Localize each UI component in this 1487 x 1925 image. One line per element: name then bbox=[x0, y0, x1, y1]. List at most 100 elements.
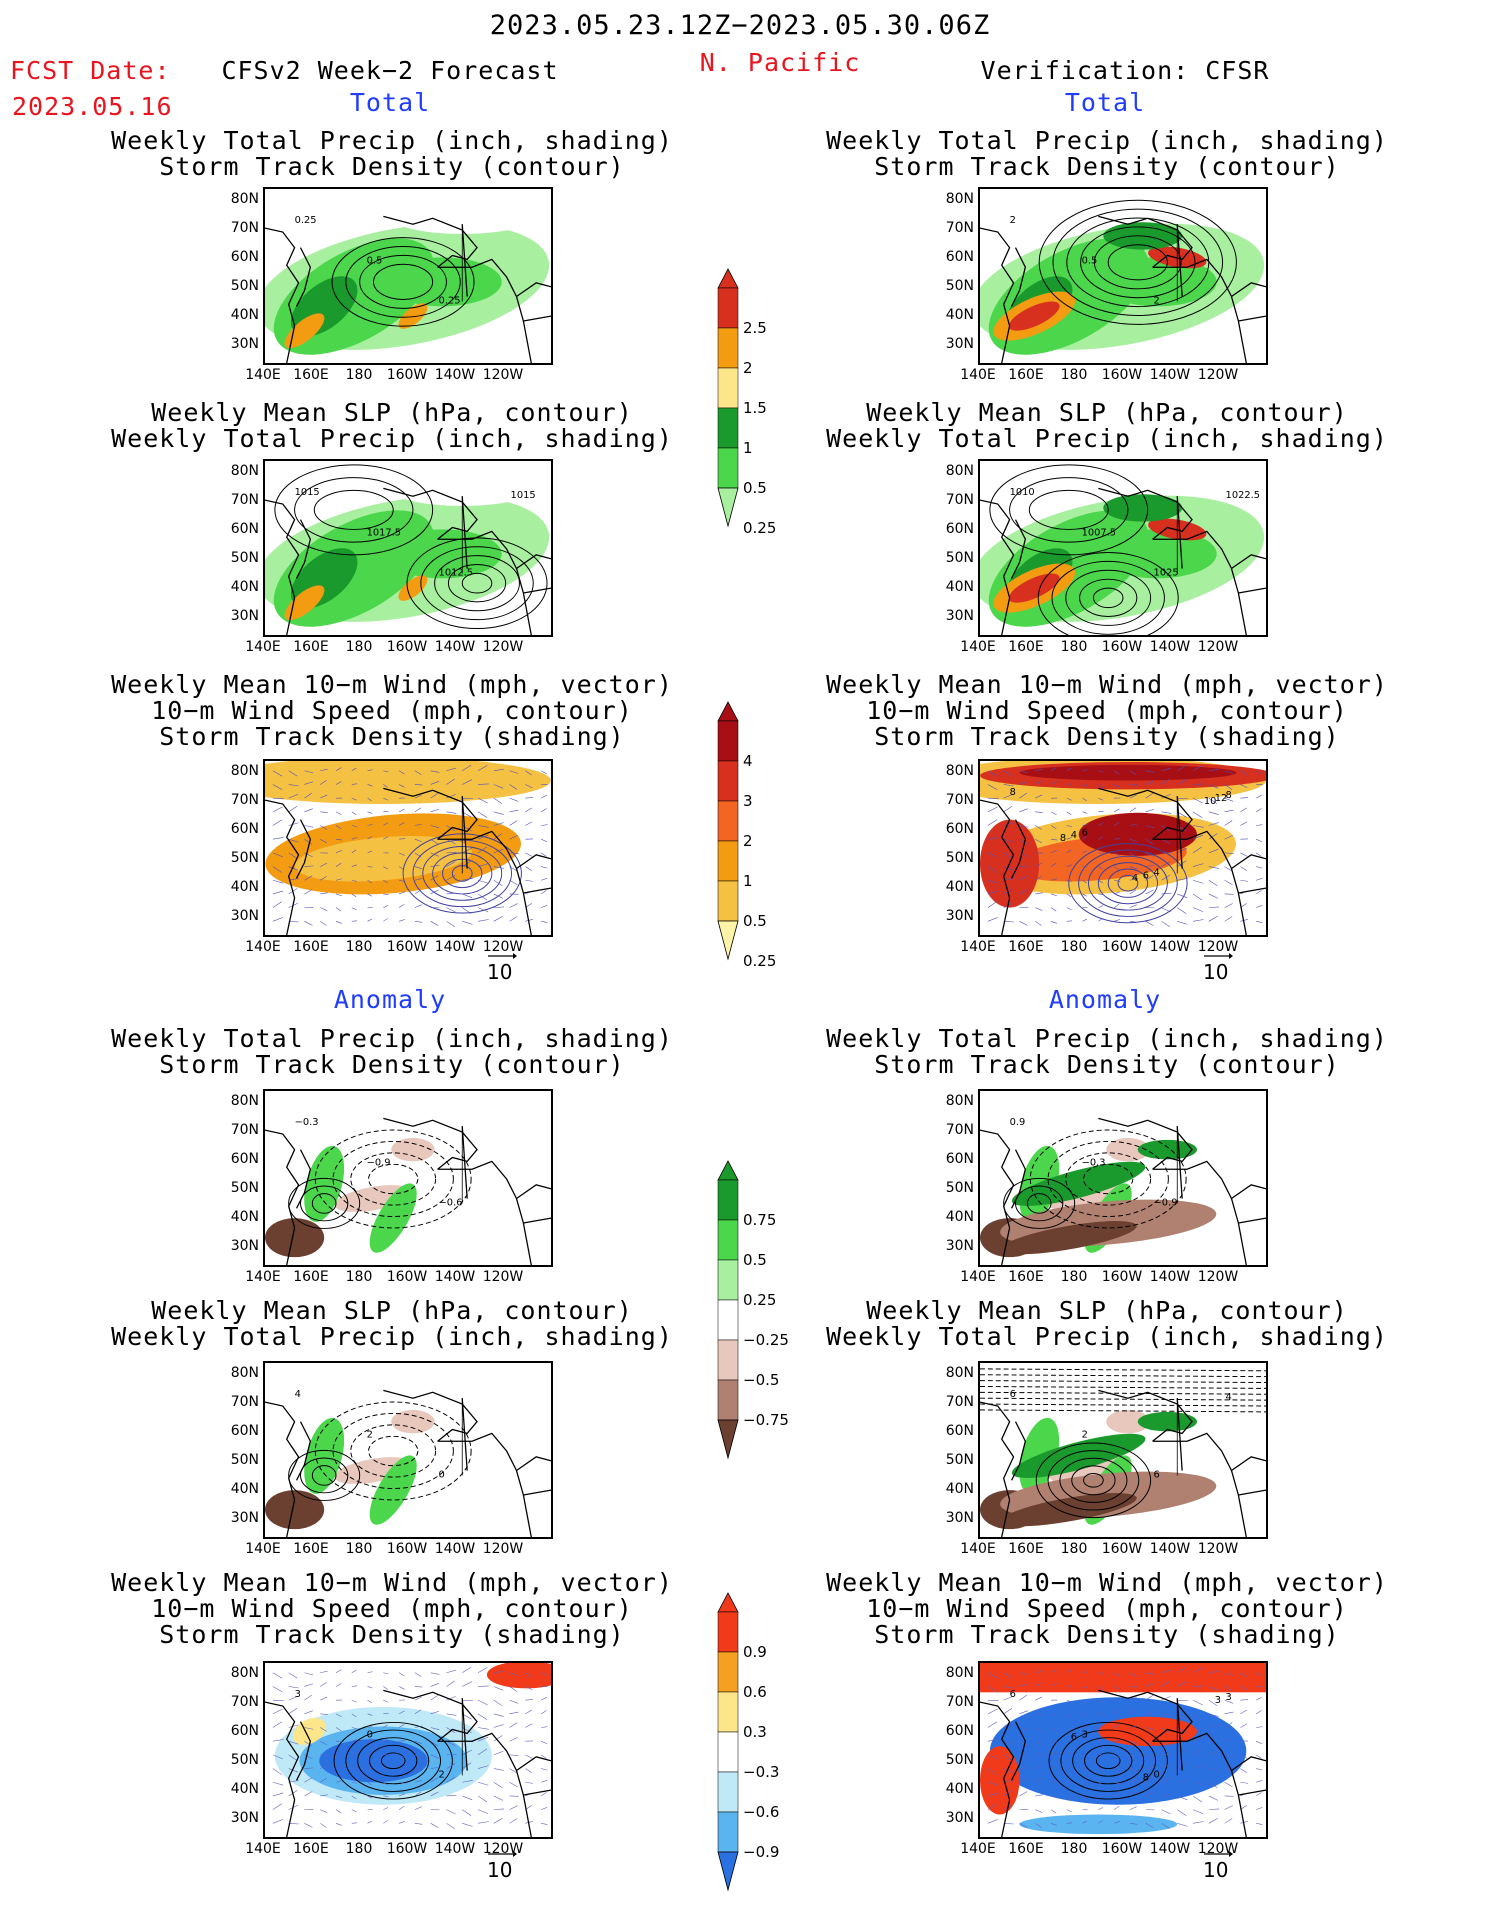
panel-title: 10−m Wind Speed (mph, contour) bbox=[866, 1594, 1348, 1623]
wind-vector bbox=[288, 770, 298, 777]
contour-line bbox=[1097, 862, 1159, 905]
contour-line bbox=[980, 1374, 1266, 1378]
lon-tick-label: 160W bbox=[1101, 1841, 1143, 1857]
wind-vector bbox=[987, 1781, 999, 1786]
contour-line bbox=[1038, 199, 1237, 325]
lon-tick-label: 140W bbox=[1149, 939, 1191, 955]
lon-tick-label: 160E bbox=[293, 1541, 329, 1557]
coastline bbox=[383, 215, 478, 268]
wind-vector bbox=[477, 893, 488, 901]
coastline bbox=[295, 247, 312, 307]
wind-vector bbox=[1035, 811, 1043, 813]
wind-vector bbox=[1224, 903, 1233, 908]
lon-tick-label: 120W bbox=[482, 639, 524, 655]
wind-vector bbox=[1098, 1807, 1104, 1810]
contour-label: 0.5 bbox=[367, 255, 383, 266]
wind-vector bbox=[1129, 866, 1138, 870]
lon-tick-label: 140E bbox=[960, 367, 996, 383]
wind-vector bbox=[1129, 878, 1138, 881]
wind-vector bbox=[1019, 1754, 1028, 1760]
contour-label: 1022.5 bbox=[1226, 490, 1260, 501]
wind-vector bbox=[1098, 1724, 1103, 1728]
wind-vector bbox=[414, 823, 423, 826]
contour-line bbox=[980, 1380, 1266, 1384]
contour-label: 12 bbox=[1215, 793, 1228, 804]
map-panel: 1010 1007.5 1025 1022.5 bbox=[978, 459, 1268, 637]
wind-vector bbox=[1256, 838, 1263, 842]
arrow-icon bbox=[1204, 1851, 1233, 1857]
wind-vector bbox=[351, 1795, 357, 1800]
coastline bbox=[1231, 282, 1266, 298]
wind-vector bbox=[1082, 1713, 1088, 1716]
wind-vector bbox=[462, 878, 473, 881]
wind-vector bbox=[509, 852, 519, 854]
contour-label: 6 bbox=[1010, 1689, 1016, 1700]
contour-label: 1015 bbox=[295, 487, 320, 498]
wind-vector bbox=[335, 1683, 342, 1687]
wind-vector bbox=[414, 1696, 422, 1701]
shading-region bbox=[284, 585, 325, 621]
wind-vector bbox=[430, 1777, 439, 1783]
lat-tick-label: 40N bbox=[945, 1781, 974, 1797]
wind-vector bbox=[1208, 811, 1219, 815]
wind-vector bbox=[1066, 1795, 1072, 1800]
coastline bbox=[1231, 1756, 1266, 1772]
wind-vector bbox=[320, 768, 328, 772]
wind-vector bbox=[288, 1768, 299, 1773]
contour-label: 0 bbox=[367, 1729, 373, 1740]
contour-line bbox=[1047, 1140, 1169, 1218]
wind-vector bbox=[1098, 1672, 1104, 1675]
contour-line bbox=[288, 1177, 361, 1229]
wind-vector bbox=[987, 1721, 998, 1728]
coastline bbox=[1098, 215, 1193, 268]
wind-vector bbox=[430, 1754, 439, 1759]
colorbar-cap bbox=[717, 1160, 739, 1181]
wind-vector bbox=[1208, 833, 1218, 840]
coastline bbox=[1098, 1689, 1193, 1742]
lon-tick-label: 120W bbox=[482, 367, 524, 383]
wind-vector bbox=[1129, 1768, 1138, 1772]
lon-tick-label: 160E bbox=[1008, 939, 1044, 955]
coastline bbox=[516, 1184, 551, 1200]
contour-label: 3 bbox=[1215, 1695, 1221, 1706]
wind-vector bbox=[272, 1768, 282, 1775]
wind-vector bbox=[1177, 1780, 1188, 1783]
wind-vector bbox=[477, 797, 488, 804]
lon-tick-label: 140W bbox=[434, 1841, 476, 1857]
wind-vector bbox=[414, 1806, 422, 1810]
contour-label: 4 bbox=[1226, 1392, 1232, 1403]
wind-vector bbox=[1256, 866, 1263, 869]
wind-vector bbox=[430, 864, 440, 867]
wind-vector bbox=[414, 1740, 422, 1745]
wind-vector bbox=[351, 920, 358, 922]
wind-vector bbox=[414, 889, 422, 895]
wind-vector bbox=[1145, 864, 1155, 867]
lon-tick-label: 160E bbox=[1008, 1841, 1044, 1857]
wind-vector bbox=[1019, 1710, 1028, 1715]
wind-vector bbox=[493, 1768, 504, 1771]
lon-tick-label: 120W bbox=[1197, 1269, 1239, 1285]
map-canvas: 1015 1017.5 1012.5 1015 bbox=[265, 464, 551, 635]
lat-tick-label: 40N bbox=[945, 579, 974, 595]
wind-vector bbox=[1082, 784, 1088, 787]
colorbar-segment bbox=[717, 1299, 739, 1341]
wind-vector bbox=[335, 1727, 342, 1732]
lat-tick-label: 70N bbox=[230, 1694, 259, 1710]
wind-vector bbox=[987, 917, 998, 922]
wind-vector bbox=[383, 1738, 389, 1742]
contour-label: 10 bbox=[1204, 796, 1217, 807]
contour-line bbox=[1029, 1129, 1187, 1229]
wind-vector bbox=[493, 784, 504, 789]
wind-vector bbox=[288, 866, 299, 871]
contour-label: 0.25 bbox=[295, 215, 317, 226]
lat-tick-label: 40N bbox=[945, 879, 974, 895]
wind-vector bbox=[1145, 875, 1154, 881]
lon-tick-label: 140E bbox=[245, 1841, 281, 1857]
wind-vector bbox=[1161, 861, 1171, 867]
wind-vector bbox=[1208, 880, 1218, 887]
wind-vector bbox=[272, 1699, 284, 1701]
colorbar-segment bbox=[717, 287, 739, 329]
wind-vector bbox=[1050, 767, 1057, 772]
wind-vector bbox=[1003, 1754, 1013, 1761]
